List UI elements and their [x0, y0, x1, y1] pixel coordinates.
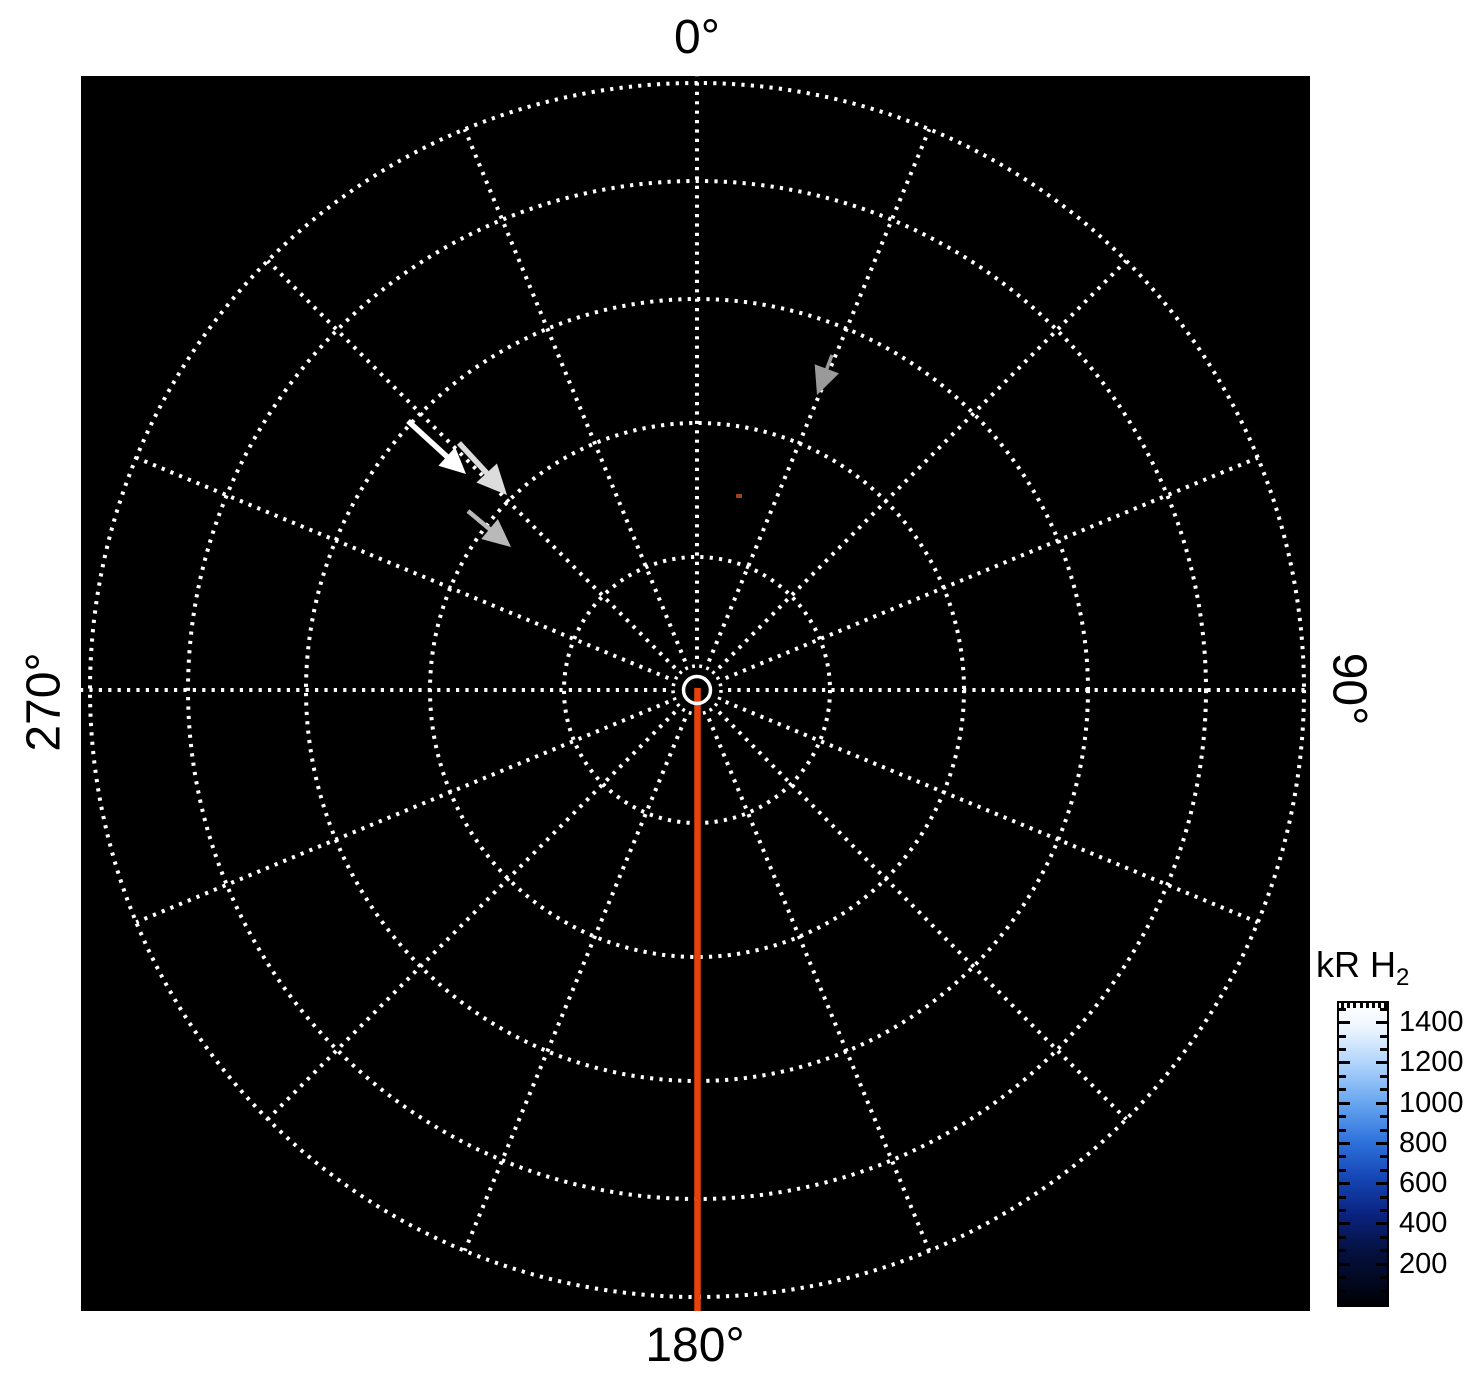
colorbar-minor-tick — [1380, 1195, 1387, 1199]
annotation-arrow-shaft — [466, 509, 494, 533]
polar-grid-svg — [81, 76, 1310, 1311]
colorbar-major-tick — [1339, 1101, 1350, 1105]
angle-label-0: 0° — [674, 11, 720, 64]
colorbar-minor-tick — [1380, 1034, 1387, 1038]
colorbar-major-tick — [1339, 1262, 1350, 1266]
annotation-arrow-head — [814, 364, 840, 395]
colorbar-minor-tick — [1339, 1249, 1346, 1253]
colorbar-top-minor-tick — [1365, 1003, 1369, 1008]
annotation-arrow-shaft — [406, 418, 451, 461]
colorbar-minor-tick — [1380, 1276, 1387, 1280]
colorbar-minor-tick — [1339, 1128, 1346, 1132]
colorbar-minor-tick — [1380, 1128, 1387, 1132]
colorbar-minor-tick — [1380, 1155, 1387, 1159]
colorbar-minor-tick — [1339, 1115, 1346, 1119]
colorbar-minor-tick — [1380, 1209, 1387, 1213]
colorbar-major-tick — [1376, 1222, 1387, 1226]
colorbar-top-minor-tick — [1353, 1003, 1357, 1008]
colorbar-tick-label: 800 — [1399, 1126, 1448, 1159]
emission-speck — [736, 494, 742, 498]
colorbar-tick-label: 400 — [1399, 1207, 1448, 1240]
colorbar-tick-label: 1400 — [1399, 1006, 1464, 1039]
center-ring — [681, 674, 713, 706]
colorbar-top-minor-tick — [1372, 1003, 1375, 1008]
colorbar-major-tick — [1339, 1141, 1350, 1145]
annotation-arrow-shaft — [456, 441, 491, 478]
colorbar-minor-tick — [1380, 1007, 1387, 1011]
colorbar-minor-tick — [1380, 1047, 1387, 1051]
polar-grid-spoke — [266, 710, 677, 1121]
colorbar-top-minor-tick — [1347, 1003, 1351, 1008]
colorbar-major-tick — [1376, 1141, 1387, 1145]
colorbar-minor-tick — [1380, 1088, 1387, 1092]
colorbar-major-tick — [1376, 1061, 1387, 1065]
colorbar-major-tick — [1339, 1222, 1350, 1226]
colorbar-minor-tick — [1339, 1047, 1346, 1051]
colorbar-major-tick — [1376, 1182, 1387, 1186]
colorbar-minor-tick — [1339, 1289, 1346, 1293]
colorbar-minor-tick — [1380, 1168, 1387, 1172]
colorbar-minor-tick — [1339, 1209, 1346, 1213]
colorbar-minor-tick — [1380, 1235, 1387, 1239]
annotation-arrow-head — [481, 519, 511, 547]
polar-grid-spoke — [707, 717, 932, 1252]
colorbar-tick-label: 1200 — [1399, 1046, 1464, 1079]
polar-plot-area — [81, 76, 1310, 1311]
annotation-arrow-head — [476, 463, 507, 495]
polar-grid-spoke — [135, 455, 670, 680]
colorbar-minor-tick — [1339, 1007, 1346, 1011]
polar-grid-spoke — [717, 259, 1128, 670]
angle-label-90: 90° — [1322, 652, 1376, 726]
colorbar-tick-label: 1000 — [1399, 1086, 1464, 1119]
colorbar-unit-label: kR H2 — [1316, 944, 1410, 992]
colorbar-minor-tick — [1339, 1034, 1346, 1038]
colorbar-minor-tick — [1339, 1195, 1346, 1199]
polar-grid-spoke — [724, 700, 1259, 925]
colorbar-gradient — [1337, 1001, 1389, 1307]
colorbar-top-minor-tick — [1384, 1003, 1388, 1008]
colorbar-tick-label: 600 — [1399, 1167, 1448, 1200]
colorbar-minor-tick — [1380, 1074, 1387, 1078]
colorbar-top-minor-tick — [1341, 1003, 1344, 1008]
polar-grid-spoke — [707, 128, 932, 663]
colorbar-minor-tick — [1339, 1235, 1346, 1239]
polar-grid-spoke — [462, 717, 687, 1252]
polar-grid-spoke — [717, 710, 1128, 1121]
polar-grid-spoke — [135, 700, 670, 925]
colorbar-top-minor-tick — [1378, 1003, 1382, 1008]
angle-label-180: 180° — [645, 1319, 745, 1372]
annotation-arrow-head — [438, 447, 466, 474]
colorbar-minor-tick — [1339, 1276, 1346, 1280]
colorbar-minor-tick — [1380, 1115, 1387, 1119]
colorbar-tick-label: 200 — [1399, 1247, 1448, 1280]
colorbar-major-tick — [1339, 1182, 1350, 1186]
colorbar-top-minor-tick — [1359, 1003, 1363, 1008]
polar-grid-spoke — [724, 455, 1259, 680]
colorbar-major-tick — [1339, 1061, 1350, 1065]
colorbar-major-tick — [1376, 1101, 1387, 1105]
polar-grid-spoke — [266, 259, 677, 670]
colorbar-minor-tick — [1339, 1088, 1346, 1092]
colorbar-major-tick — [1376, 1021, 1387, 1025]
colorbar-minor-tick — [1339, 1074, 1346, 1078]
colorbar-minor-tick — [1339, 1168, 1346, 1172]
colorbar-major-tick — [1376, 1262, 1387, 1266]
colorbar-minor-tick — [1380, 1289, 1387, 1293]
angle-label-270: 270° — [17, 652, 71, 752]
colorbar-minor-tick — [1380, 1249, 1387, 1253]
colorbar-unit-subscript: 2 — [1396, 964, 1410, 992]
colorbar-major-tick — [1339, 1021, 1350, 1025]
colorbar-minor-tick — [1339, 1155, 1346, 1159]
polar-grid-spoke — [462, 128, 687, 663]
